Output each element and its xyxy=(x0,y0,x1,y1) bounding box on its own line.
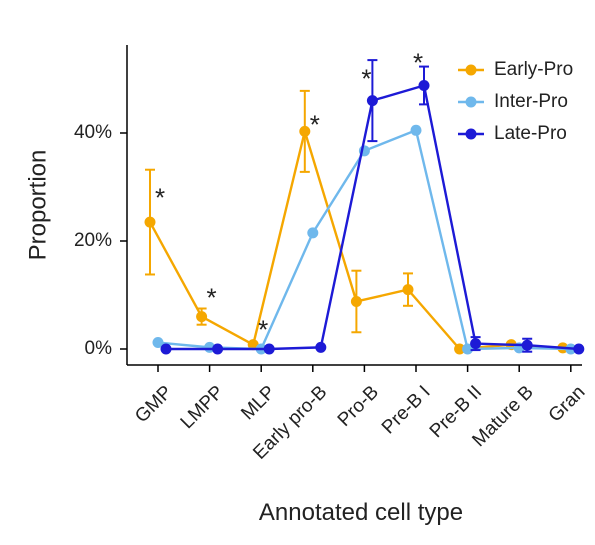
data-point xyxy=(315,341,327,353)
significance-star: * xyxy=(413,47,423,77)
legend-marker xyxy=(465,64,477,76)
data-point xyxy=(402,284,414,296)
legend-label: Inter-Pro xyxy=(494,91,568,112)
data-point xyxy=(350,295,362,307)
legend-label: Late-Pro xyxy=(494,123,567,144)
y-ticks: 0% 20% 40% xyxy=(74,122,127,359)
data-point xyxy=(299,125,311,137)
series-inter-pro xyxy=(152,124,577,355)
legend: Early-Pro Inter-Pro Late-Pro xyxy=(458,59,573,144)
x-tick-label: GMP xyxy=(131,382,176,427)
data-point xyxy=(196,311,208,323)
annotation-layer: * * * * * * xyxy=(155,47,423,344)
data-point xyxy=(454,343,466,355)
series-line xyxy=(157,129,571,351)
data-point xyxy=(470,338,482,350)
series-early-pro xyxy=(144,89,569,355)
data-point xyxy=(144,216,156,228)
data-point xyxy=(573,343,585,355)
data-point xyxy=(366,95,378,107)
data-point xyxy=(307,227,319,239)
significance-star: * xyxy=(155,182,165,212)
x-axis-title: Annotated cell type xyxy=(259,499,463,526)
significance-star: * xyxy=(258,315,268,345)
series-late-pro xyxy=(160,59,585,355)
significance-star: * xyxy=(361,64,371,94)
data-point xyxy=(418,79,430,91)
y-tick-label: 40% xyxy=(74,122,112,143)
data-point xyxy=(212,343,224,355)
x-tick-label: Pro-B xyxy=(334,382,383,431)
data-point xyxy=(152,337,164,349)
significance-star: * xyxy=(310,110,320,140)
series-layer xyxy=(144,59,585,355)
data-point xyxy=(521,339,533,351)
x-tick-label: LMPP xyxy=(177,382,228,433)
legend-marker xyxy=(465,96,477,108)
x-tick-label: MLP xyxy=(237,382,279,424)
x-tick-label: Pre-B I xyxy=(378,382,435,439)
data-point xyxy=(462,343,474,355)
legend-label: Early-Pro xyxy=(494,59,573,80)
x-tick-label: Gran xyxy=(545,382,590,427)
data-point xyxy=(160,343,172,355)
legend-marker xyxy=(465,128,477,140)
data-point xyxy=(263,343,275,355)
y-tick-label: 0% xyxy=(85,338,113,359)
significance-star: * xyxy=(207,282,217,312)
y-axis-title: Proportion xyxy=(24,150,51,261)
y-tick-label: 20% xyxy=(74,230,112,251)
data-point xyxy=(410,124,422,136)
